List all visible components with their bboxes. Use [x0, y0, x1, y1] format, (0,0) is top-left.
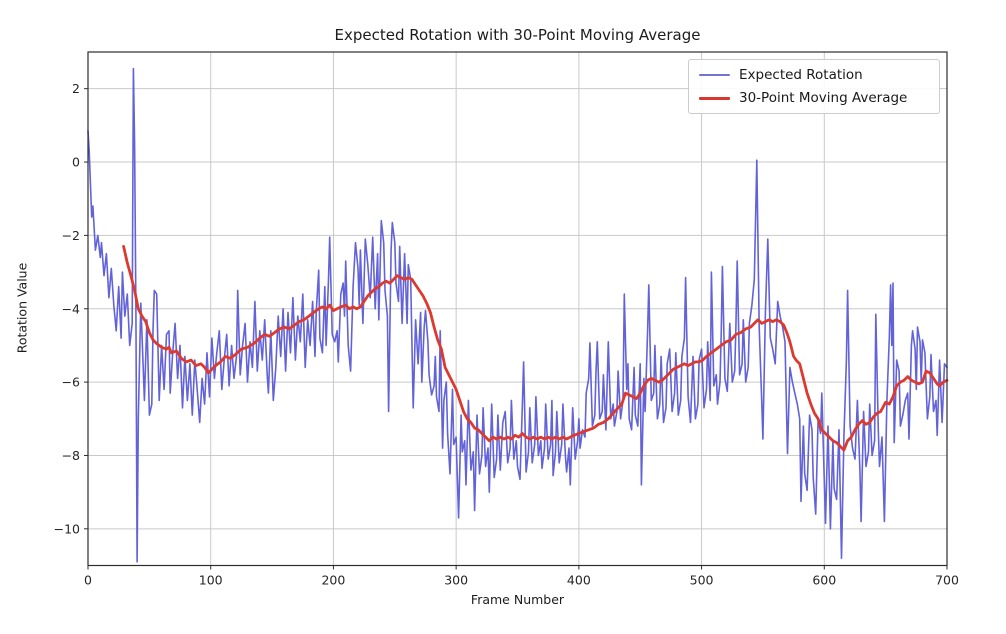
svg-text:600: 600 — [812, 573, 836, 588]
legend-label-expected-rotation: Expected Rotation — [739, 67, 863, 83]
svg-text:0: 0 — [72, 155, 80, 170]
svg-text:−10: −10 — [54, 521, 80, 536]
legend-item-expected-rotation: Expected Rotation — [699, 67, 929, 83]
svg-text:500: 500 — [690, 573, 714, 588]
svg-text:400: 400 — [567, 573, 591, 588]
legend: Expected Rotation 30-Point Moving Averag… — [688, 59, 940, 114]
x-axis-label: Frame Number — [470, 592, 565, 607]
svg-text:300: 300 — [444, 573, 468, 588]
svg-text:2: 2 — [72, 81, 80, 96]
svg-text:−6: −6 — [62, 375, 80, 390]
svg-text:100: 100 — [199, 573, 223, 588]
legend-line-sample-blue-icon — [699, 74, 730, 76]
svg-text:−8: −8 — [62, 448, 80, 463]
legend-label-moving-average: 30-Point Moving Average — [739, 90, 908, 106]
svg-text:700: 700 — [935, 573, 959, 588]
chart-title: Expected Rotation with 30-Point Moving A… — [334, 26, 701, 44]
svg-text:−2: −2 — [62, 228, 80, 243]
legend-line-sample-red-icon — [699, 96, 730, 100]
legend-item-moving-average: 30-Point Moving Average — [699, 90, 929, 106]
svg-text:−4: −4 — [62, 301, 80, 316]
svg-text:200: 200 — [321, 573, 345, 588]
svg-text:0: 0 — [84, 573, 92, 588]
